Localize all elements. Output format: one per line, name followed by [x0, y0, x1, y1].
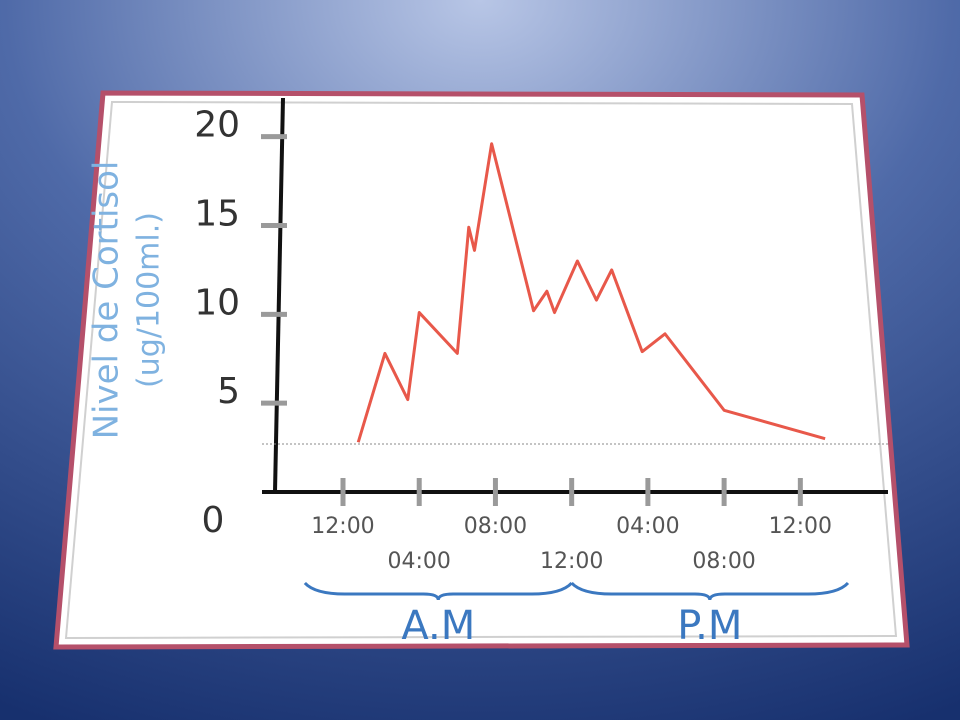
- y-axis: [273, 97, 285, 493]
- x-tick-label: 08:00: [692, 549, 755, 574]
- period-brace: [303, 581, 573, 601]
- period-label: P.M: [677, 603, 742, 649]
- x-tick-label: 04:00: [616, 514, 679, 539]
- y-axis-label: Nivel de Cortisol (ug/100ml.): [87, 161, 167, 440]
- y-label-line: (ug/100ml.): [132, 212, 167, 388]
- y-tick-label: 10: [194, 282, 240, 323]
- period-label: A.M: [401, 603, 475, 649]
- y-tick-label: 20: [194, 105, 240, 146]
- period-brace: [570, 581, 850, 601]
- y-tick-label: 5: [217, 371, 240, 412]
- x-tick-label: 12:00: [540, 549, 603, 574]
- y-tick-label: 0: [202, 500, 225, 541]
- y-tick-label: 15: [194, 193, 240, 234]
- y-label-line: Nivel de Cortisol: [87, 161, 127, 440]
- x-tick-label: 04:00: [388, 549, 451, 574]
- data-line: [356, 142, 826, 443]
- card-inner-border: [64, 100, 898, 640]
- x-tick-label: 12:00: [769, 514, 832, 539]
- x-tick-label: 12:00: [311, 514, 374, 539]
- x-tick-label: 08:00: [464, 514, 527, 539]
- card: [53, 90, 910, 650]
